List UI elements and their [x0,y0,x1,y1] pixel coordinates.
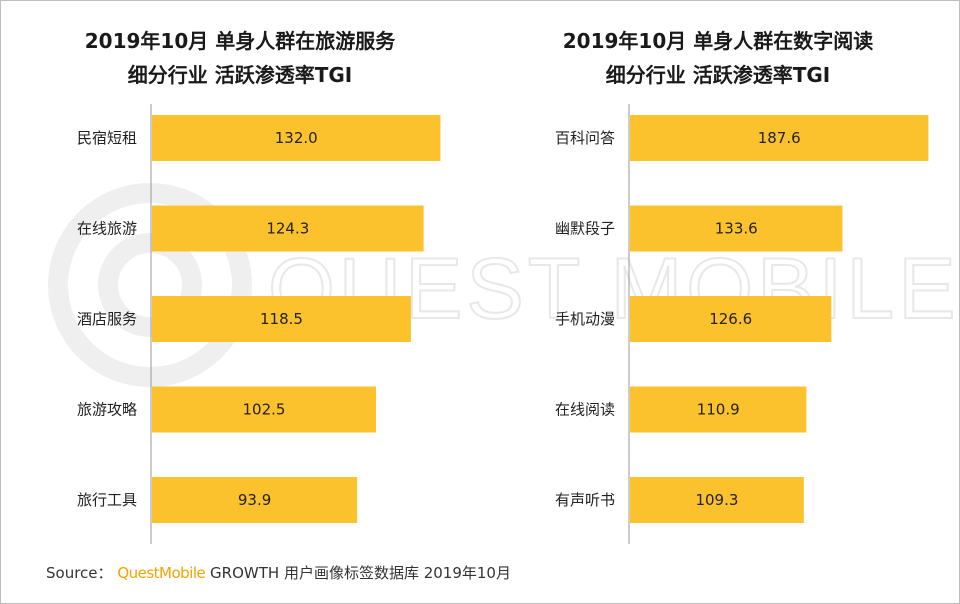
right-value-label-5: 109.3 [695,491,738,509]
left-value-label-4: 102.5 [243,401,286,419]
chart-title-right: 2019年10月 单身人群在数字阅读 细分行业 活跃渗透率TGI [508,24,928,92]
left-value-label-1: 132.0 [275,129,318,147]
chart-title-left-line1: 2019年10月 单身人群在旅游服务 [84,29,396,53]
chart-title-left: 2019年10月 单身人群在旅游服务 细分行业 活跃渗透率TGI [30,24,450,92]
left-category-label-5: 旅行工具 [77,491,137,509]
left-value-label-2: 124.3 [266,220,309,238]
source-rest: GROWTH 用户画像标签数据库 2019年10月 [210,564,511,582]
left-bar-4 [152,386,376,433]
left-bar-5 [152,477,358,523]
right-category-label-4: 在线阅读 [555,401,615,419]
left-category-label-1: 民宿短租 [77,129,137,147]
right-bar-1 [630,115,929,161]
source-note: Source： QuestMobile GROWTH 用户画像标签数据库 201… [46,562,511,583]
source-prefix: Source： [46,564,113,582]
left-category-label-4: 旅游攻略 [77,401,137,419]
right-value-label-2: 133.6 [715,220,758,238]
right-bar-2 [630,205,843,252]
right-value-label-1: 187.6 [758,129,801,147]
left-bar-3 [152,296,411,342]
right-category-label-2: 幽默段子 [555,220,615,238]
right-category-label-3: 手机动漫 [555,310,615,328]
right-bar-4 [630,386,807,433]
chart-title-right-line1: 2019年10月 单身人群在数字阅读 [562,29,874,53]
right-category-label-5: 有声听书 [555,491,615,509]
left-bar-2 [152,205,424,252]
left-value-label-3: 118.5 [260,310,303,328]
chart-title-left-line2: 细分行业 活跃渗透率TGI [127,63,353,87]
right-bar-5 [630,477,804,523]
right-category-label-1: 百科问答 [555,129,615,147]
left-bar-1 [152,115,441,161]
chart-title-right-line2: 细分行业 活跃渗透率TGI [605,63,831,87]
left-category-label-3: 酒店服务 [77,310,137,328]
right-value-label-4: 110.9 [697,401,740,419]
left-category-label-2: 在线旅游 [77,220,137,238]
right-value-label-3: 126.6 [709,310,752,328]
right-bar-3 [630,296,832,342]
left-value-label-5: 93.9 [238,491,271,509]
source-brand: QuestMobile [117,564,206,582]
